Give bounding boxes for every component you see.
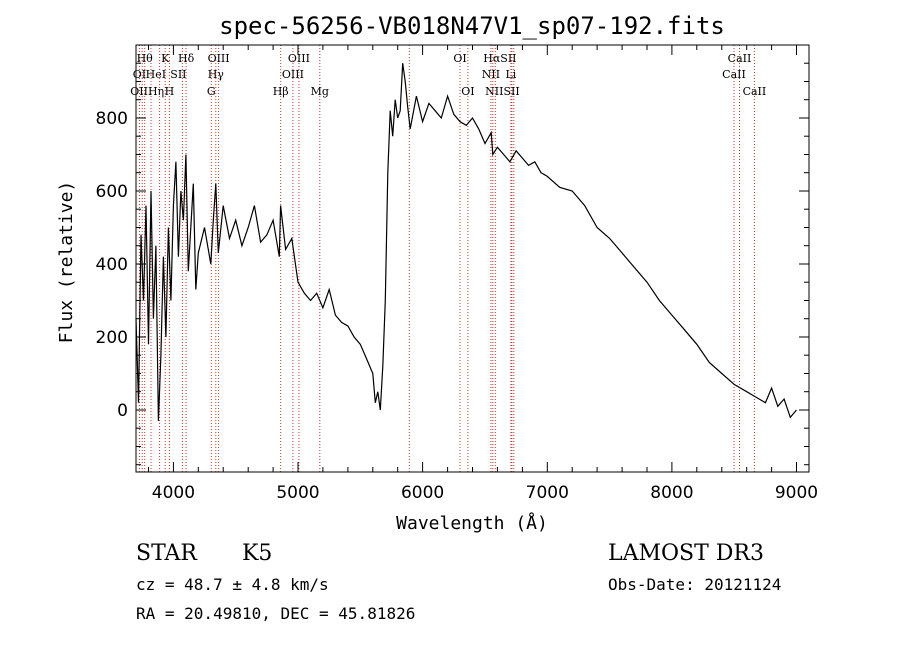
line-label: OIII [282, 68, 304, 81]
line-label: OI [461, 85, 474, 98]
object-class: STAR [136, 541, 198, 566]
obs-date: Obs-Date: 20121124 [608, 575, 781, 594]
line-label: OI [453, 52, 466, 65]
x-tick-label: 5000 [276, 483, 319, 503]
y-axis-label: Flux (relative) [56, 181, 77, 344]
line-label: OIII [288, 52, 310, 65]
line-label: CaII [722, 68, 746, 81]
x-tick-label: 8000 [650, 483, 693, 503]
survey-name: LAMOST DR3 [608, 541, 764, 566]
spectrum-line [135, 63, 797, 421]
x-tick-label: 6000 [401, 483, 444, 503]
line-label: Hβ [273, 85, 289, 98]
line-label: CaII [743, 85, 767, 98]
y-tick-label: 800 [96, 109, 128, 129]
object-subclass: K5 [242, 541, 272, 566]
line-label: OI [133, 68, 146, 81]
line-label: Hγ [208, 68, 225, 81]
spectral-line-markers [138, 45, 755, 472]
x-axis: 4000 5000 6000 7000 8000 9000 [148, 45, 818, 503]
line-label: Hθ [137, 52, 154, 65]
x-tick-label: 9000 [775, 483, 818, 503]
x-tick-label: 4000 [152, 483, 195, 503]
line-label: Li [505, 68, 516, 81]
y-tick-label: 0 [117, 401, 128, 421]
line-label: SII [170, 68, 186, 81]
line-label: Mg [311, 85, 329, 98]
line-label: K [161, 52, 170, 65]
y-axis: 0 200 400 600 800 [96, 62, 809, 466]
plot-frame [135, 44, 810, 473]
x-axis-label: Wavelength (Å) [396, 512, 548, 534]
line-label: NIISII [485, 85, 520, 98]
coordinates-text: RA = 20.49810, DEC = 45.81826 [136, 604, 415, 623]
y-tick-label: 600 [96, 182, 128, 202]
line-label: HαSII [483, 52, 516, 65]
line-label: OIIHη [130, 85, 164, 98]
line-label: OIII [208, 52, 230, 65]
line-label: G [207, 85, 216, 98]
y-tick-label: 200 [96, 328, 128, 348]
x-tick-label: 7000 [526, 483, 569, 503]
chart-title: spec-56256-VB018N47V1_sp07-192.fits [219, 12, 725, 40]
y-tick-label: 400 [96, 255, 128, 275]
line-label: NII [482, 68, 500, 81]
redshift-text: cz = 48.7 ± 4.8 km/s [136, 575, 329, 594]
line-label: H [165, 85, 175, 98]
line-label: Hδ [178, 52, 195, 65]
line-label: CaII [728, 52, 752, 65]
line-label: HeI [146, 68, 166, 81]
